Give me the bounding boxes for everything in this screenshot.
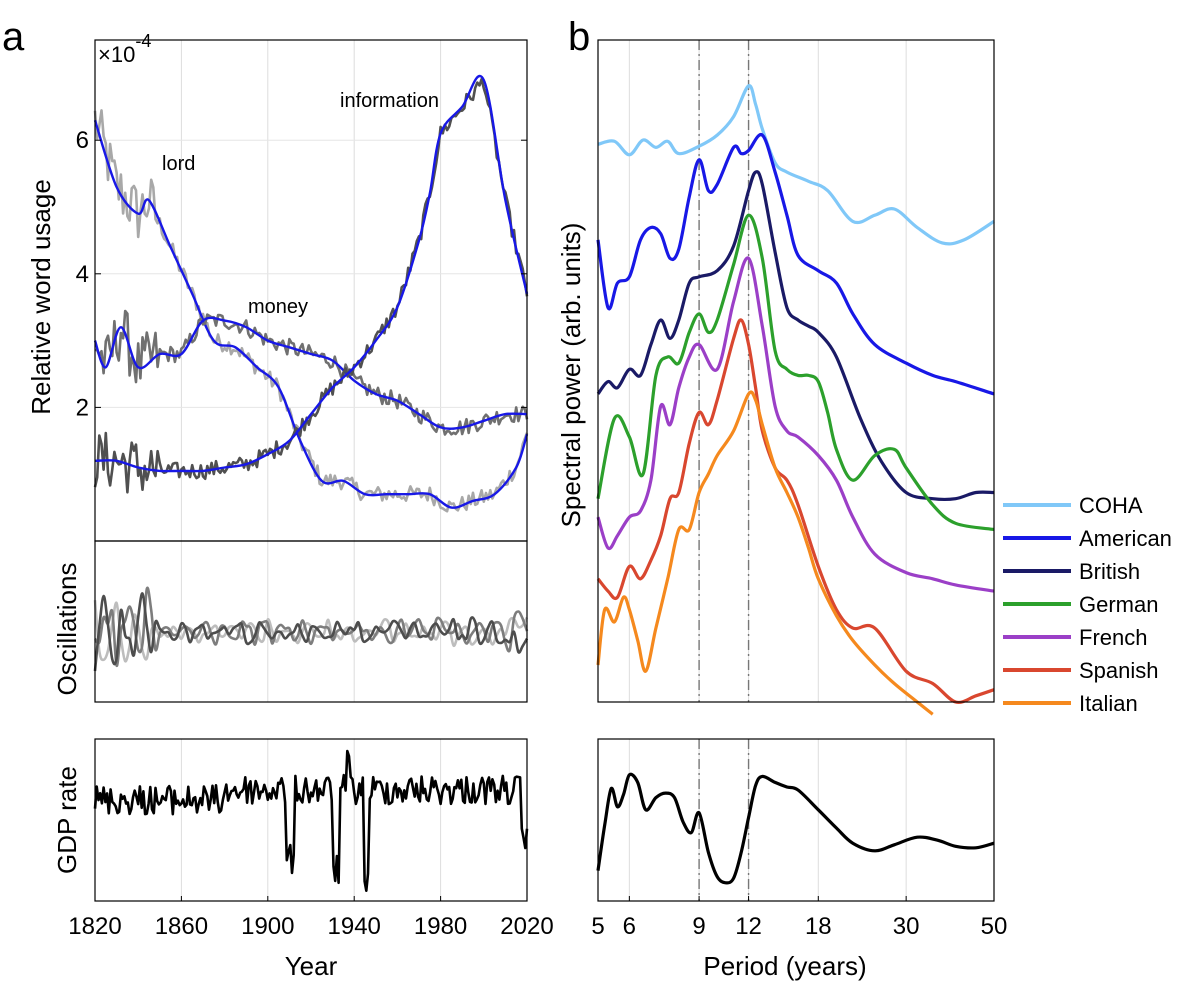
money-smooth-line <box>93 316 528 430</box>
information-label: information <box>340 90 439 112</box>
panel-a-bottom-axes <box>94 738 528 902</box>
period-tick-label: 12 <box>735 913 762 940</box>
lord-smooth-line <box>93 119 529 509</box>
oscillation-line <box>93 592 529 672</box>
legend-label: Italian <box>1079 691 1138 716</box>
coha-spectrum-line <box>597 84 995 246</box>
spanish-spectrum-line <box>596 318 995 705</box>
british-spectrum-line <box>596 170 995 502</box>
period-axis-label: Period (years) <box>703 951 866 981</box>
legend-label: French <box>1079 625 1147 650</box>
period-tick-label: 5 <box>591 913 604 940</box>
gdp-rate-label: GDP rate <box>52 766 82 874</box>
period-tick-label: 30 <box>893 913 920 940</box>
usage-tick-label: 6 <box>76 127 89 154</box>
year-tick-label: 1900 <box>241 913 294 940</box>
panel-a-mid-axes <box>94 540 528 703</box>
exponent-power: -4 <box>135 31 151 51</box>
lord-label: lord <box>162 153 195 175</box>
gdp-rate-line <box>93 749 529 892</box>
panel-b-top-axes <box>597 39 995 703</box>
spectral-power-label: Spectral power (arb. units) <box>556 223 586 528</box>
year-tick-label: 1820 <box>68 913 121 940</box>
legend: COHA American British German French Spanish It… <box>1003 493 1172 716</box>
legend-label: British <box>1079 559 1140 584</box>
year-tick-label: 2020 <box>500 913 553 940</box>
usage-tick-label: 4 <box>76 261 89 288</box>
grid-lines <box>95 40 907 901</box>
period-tick-label: 6 <box>623 913 636 940</box>
american-spectrum-line <box>596 133 995 396</box>
money-raw-line <box>95 309 529 436</box>
exponent-base: ×10 <box>98 42 135 67</box>
legend-label: COHA <box>1079 493 1143 518</box>
period-tick-label: 50 <box>981 913 1008 940</box>
lord-raw-line <box>93 109 529 513</box>
year-axis-label: Year <box>285 951 338 981</box>
french-spectrum-line <box>596 256 995 593</box>
relative-word-usage-label: Relative word usage <box>26 179 56 415</box>
year-tick-label: 1980 <box>414 913 467 940</box>
german-spectrum-line <box>596 213 995 532</box>
oscillations-label: Oscillations <box>52 563 82 696</box>
year-tick-label: 1940 <box>328 913 381 940</box>
data-lines <box>93 75 995 892</box>
period-tick-label: 9 <box>692 913 705 940</box>
money-label: money <box>248 296 308 318</box>
information-raw-line <box>93 77 529 494</box>
period-tick-label: 18 <box>805 913 832 940</box>
italian-spectrum-line <box>596 390 934 716</box>
panel-b-letter: b <box>568 15 590 59</box>
year-tick-label: 1860 <box>155 913 208 940</box>
legend-label: German <box>1079 592 1158 617</box>
information-smooth-line <box>94 75 529 473</box>
usage-tick-label: 2 <box>76 394 89 421</box>
legend-label: American <box>1079 526 1172 551</box>
panel-a-letter: a <box>2 15 25 59</box>
panel-b-bottom-axes <box>597 738 995 902</box>
legend-label: Spanish <box>1079 658 1159 683</box>
gdp-spectrum-line <box>596 772 995 885</box>
exponent-label: ×10-4 <box>98 31 151 67</box>
